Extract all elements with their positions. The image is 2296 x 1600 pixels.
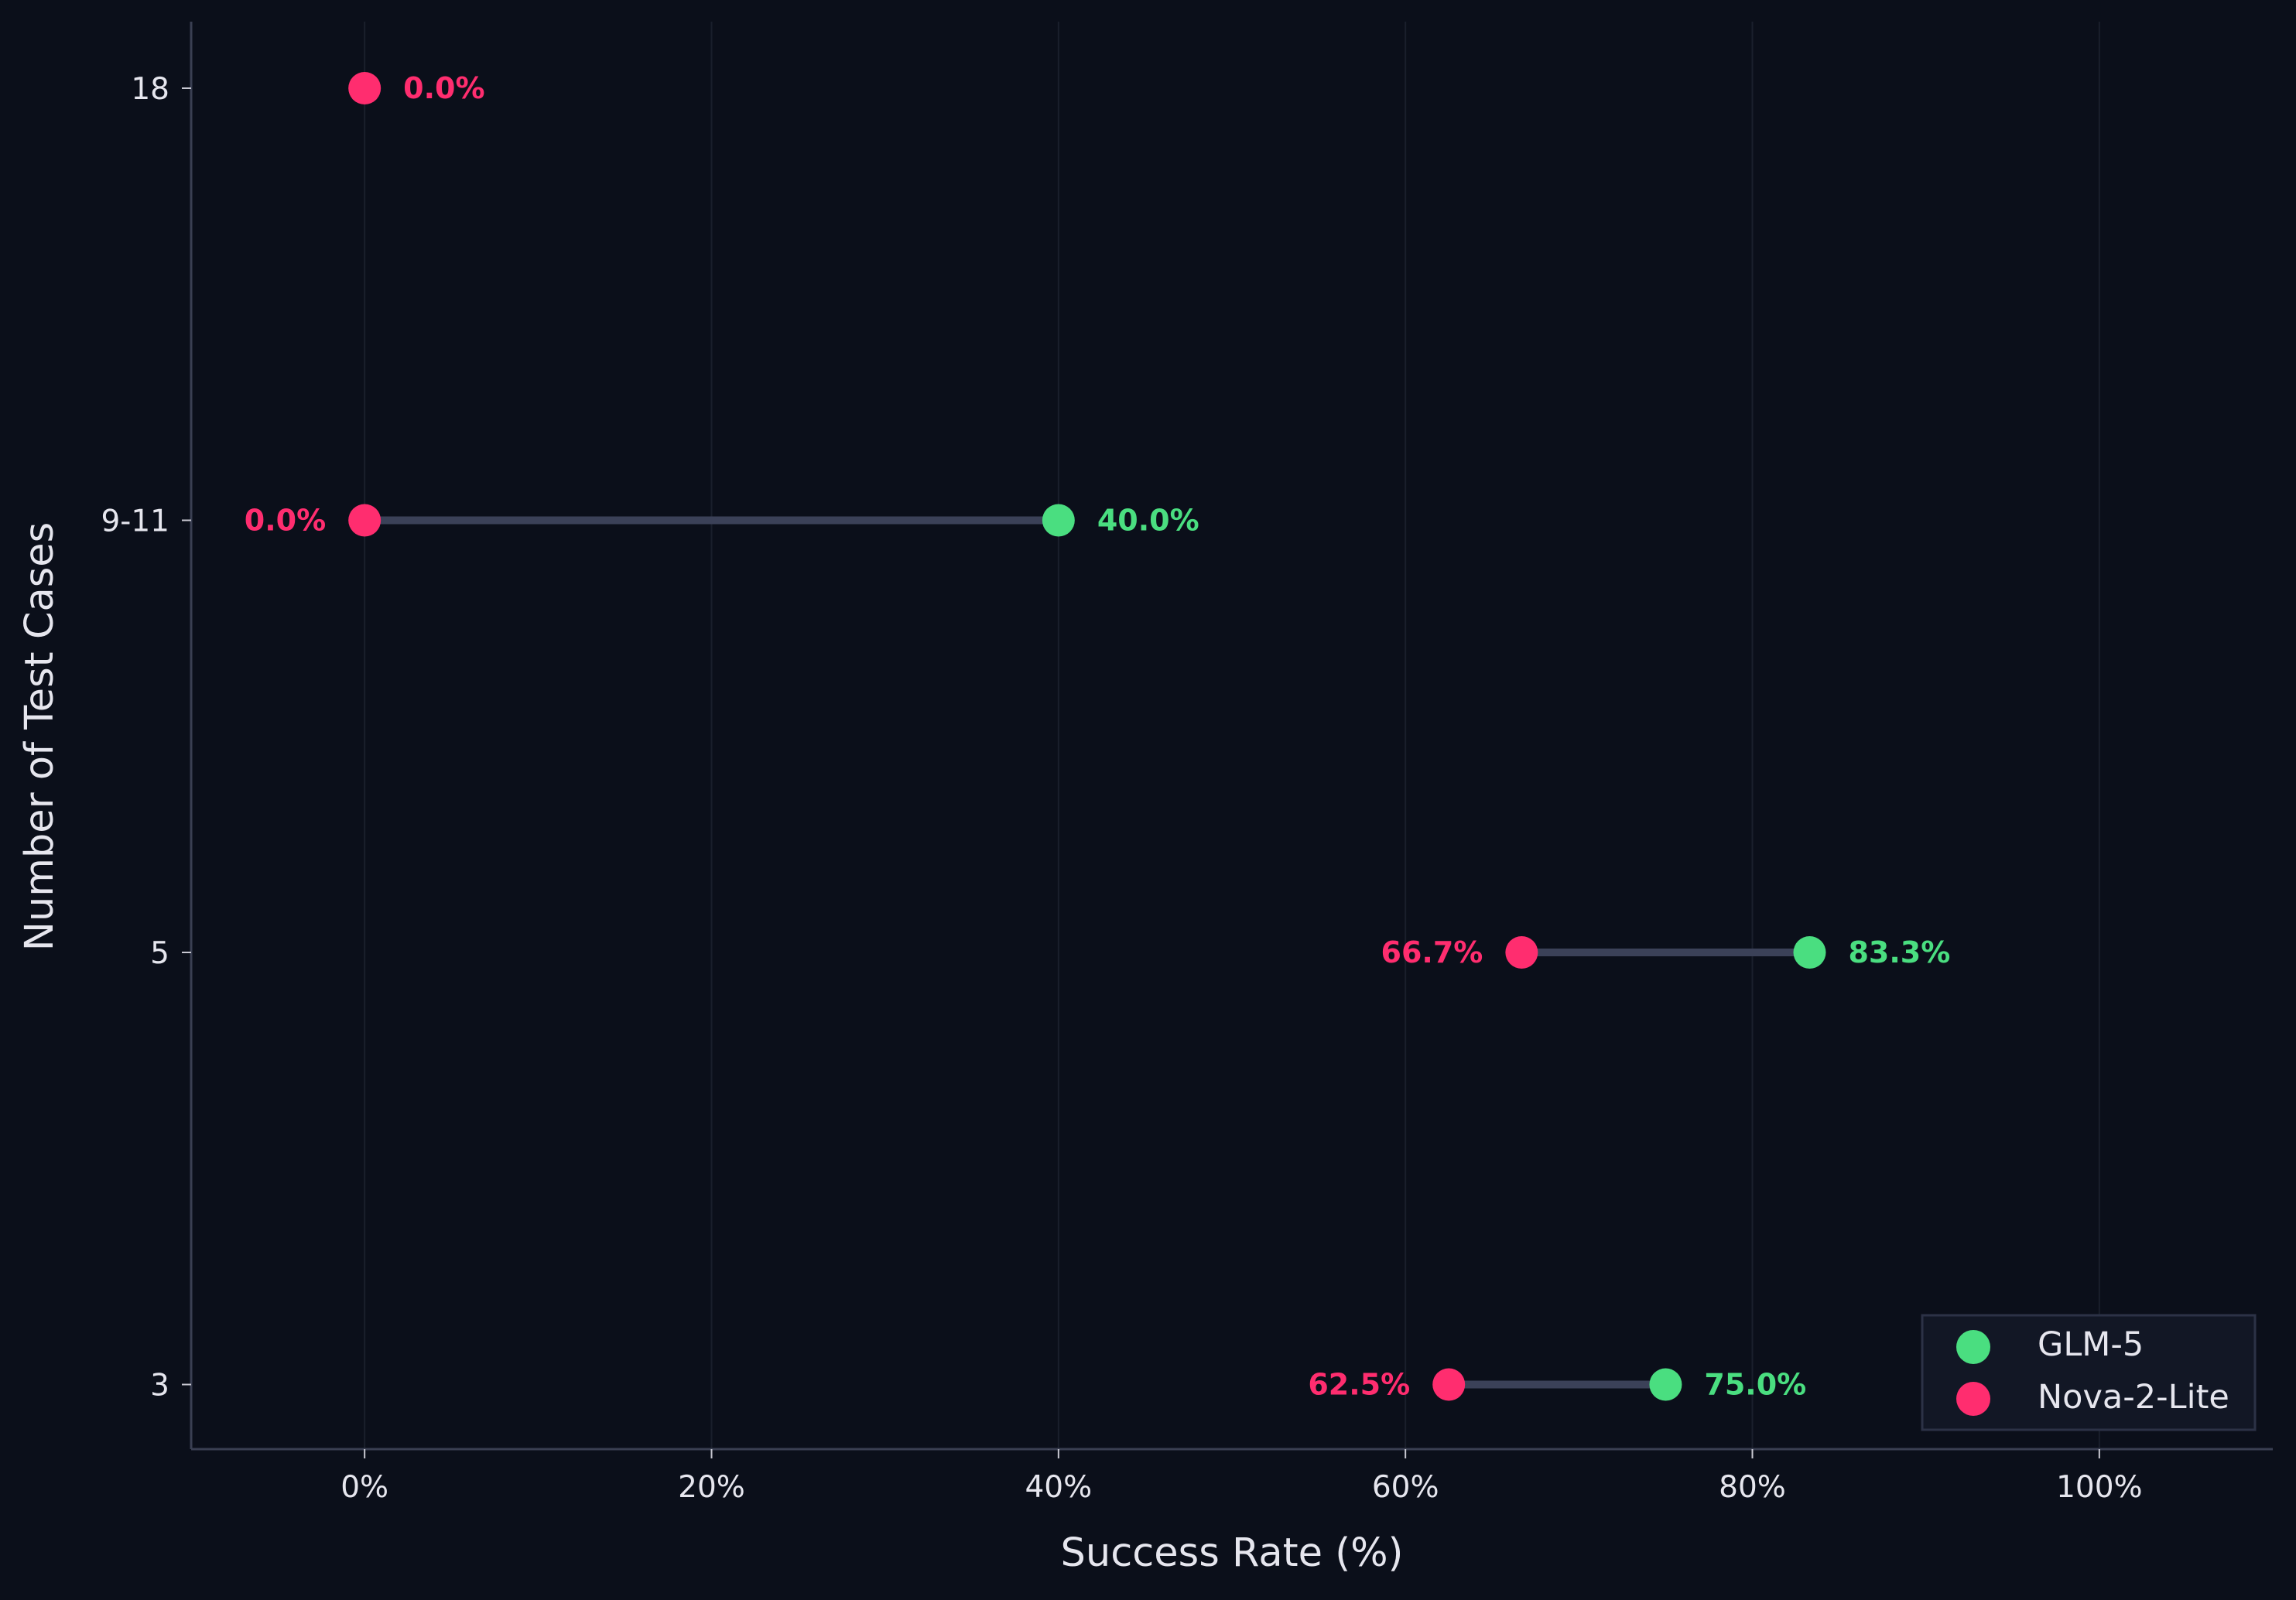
data-labels: 0.0% 40.0% 0.0% 83.3% 66.7% 75.0% 62.5% [245,71,1951,1402]
x-tick-label: 0% [340,1470,388,1505]
data-point-glm-5 [1042,504,1075,537]
x-tick-label: 20% [678,1470,745,1505]
data-label: 66.7% [1381,935,1483,969]
legend-label-glm-5: GLM-5 [2038,1325,2144,1364]
legend-swatch-glm-5 [1956,1330,1990,1364]
data-label: 83.3% [1848,935,1950,969]
data-label: 40.0% [1097,504,1199,538]
data-label: 0.0% [403,71,484,105]
x-tick-label: 100% [2056,1470,2143,1505]
legend-swatch-nova-2-lite [1956,1382,1990,1416]
connector-lines [361,516,1814,1389]
legend: GLM-5 Nova-2-Lite [1921,1314,2257,1431]
x-axis-ticks: 0% 20% 40% 60% 80% 100% [340,1449,2143,1505]
axes [190,22,2273,1451]
y-axis-ticks: 18 9-11 5 3 [101,72,191,1403]
x-tick-label: 60% [1372,1470,1439,1505]
y-tick-label: 3 [150,1369,169,1403]
data-points [348,72,1826,1401]
data-point-nova-2-lite [1505,936,1538,969]
y-tick-label: 9-11 [101,504,169,539]
y-tick-label: 18 [131,72,169,107]
y-tick-label: 5 [150,936,169,971]
gridlines [364,22,2100,1449]
legend-label-nova-2-lite: Nova-2-Lite [2038,1378,2229,1417]
x-tick-label: 40% [1025,1470,1092,1505]
data-point-nova-2-lite [348,504,382,537]
data-label: 75.0% [1704,1368,1806,1402]
data-label: 62.5% [1308,1368,1410,1402]
x-tick-label: 80% [1719,1470,1786,1505]
data-point-nova-2-lite [1432,1368,1466,1401]
data-point-glm-5 [1793,936,1826,969]
y-axis-title: Number of Test Cases [17,522,63,951]
data-point-glm-5 [1649,1368,1682,1401]
x-axis-title: Success Rate (%) [1061,1530,1404,1576]
data-label: 0.0% [245,504,326,538]
data-point-nova-2-lite [348,72,382,104]
